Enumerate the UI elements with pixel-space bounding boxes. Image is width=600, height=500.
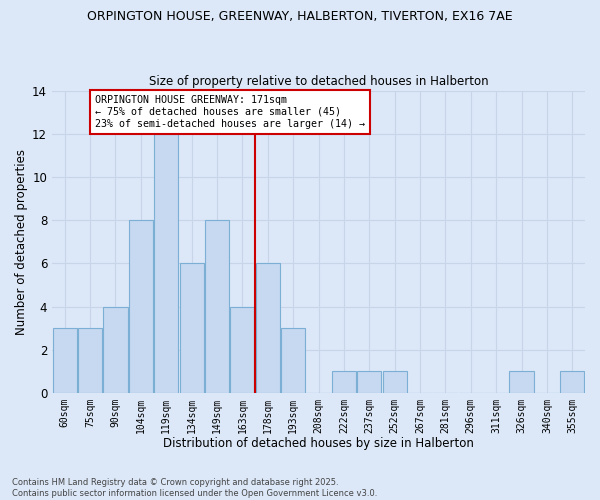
- Bar: [281, 328, 305, 392]
- Bar: [78, 328, 102, 392]
- Bar: [357, 371, 382, 392]
- X-axis label: Distribution of detached houses by size in Halberton: Distribution of detached houses by size …: [163, 437, 474, 450]
- Text: ORPINGTON HOUSE GREENWAY: 171sqm
← 75% of detached houses are smaller (45)
23% o: ORPINGTON HOUSE GREENWAY: 171sqm ← 75% o…: [95, 96, 365, 128]
- Y-axis label: Number of detached properties: Number of detached properties: [15, 149, 28, 335]
- Bar: [205, 220, 229, 392]
- Bar: [53, 328, 77, 392]
- Bar: [129, 220, 153, 392]
- Text: ORPINGTON HOUSE, GREENWAY, HALBERTON, TIVERTON, EX16 7AE: ORPINGTON HOUSE, GREENWAY, HALBERTON, TI…: [87, 10, 513, 23]
- Title: Size of property relative to detached houses in Halberton: Size of property relative to detached ho…: [149, 76, 488, 88]
- Bar: [509, 371, 533, 392]
- Bar: [103, 306, 128, 392]
- Text: Contains HM Land Registry data © Crown copyright and database right 2025.
Contai: Contains HM Land Registry data © Crown c…: [12, 478, 377, 498]
- Bar: [230, 306, 254, 392]
- Bar: [256, 264, 280, 392]
- Bar: [179, 264, 203, 392]
- Bar: [332, 371, 356, 392]
- Bar: [383, 371, 407, 392]
- Bar: [560, 371, 584, 392]
- Bar: [154, 134, 178, 392]
